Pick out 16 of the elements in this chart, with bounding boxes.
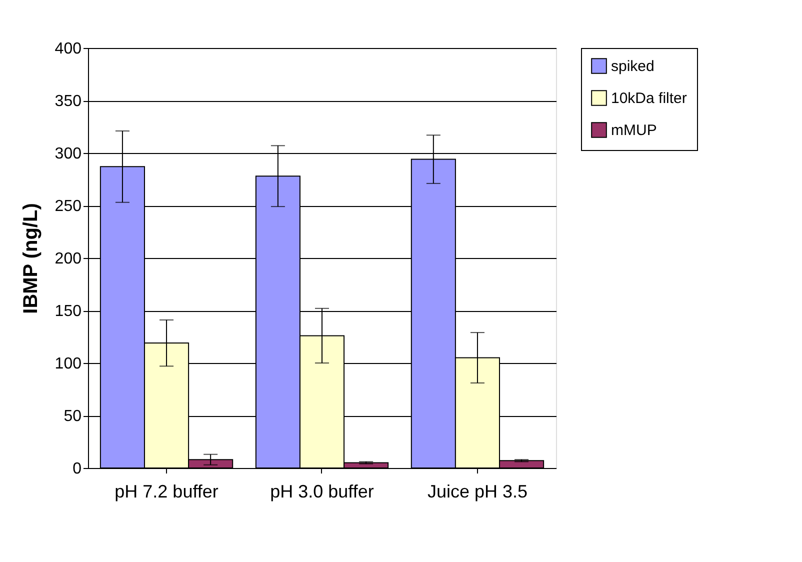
y-tick-label: 50 bbox=[64, 408, 82, 425]
y-tick-label: 150 bbox=[54, 303, 82, 320]
y-tick-label: 250 bbox=[54, 198, 82, 215]
y-tick-label: 350 bbox=[54, 93, 82, 110]
legend-label: 10kDa filter bbox=[611, 90, 687, 107]
x-tick-label: pH 3.0 buffer bbox=[270, 482, 374, 502]
legend-label: spiked bbox=[611, 58, 654, 75]
y-tick-label: 400 bbox=[54, 40, 82, 58]
x-tick-label: Juice pH 3.5 bbox=[427, 482, 528, 502]
legend-label: mMUP bbox=[611, 122, 657, 139]
y-tick-label: 200 bbox=[54, 250, 82, 268]
y-tick-label: 300 bbox=[54, 146, 82, 162]
x-tick-label: pH 7.2 buffer bbox=[114, 482, 218, 502]
y-tick-label: 100 bbox=[54, 356, 82, 372]
y-tick-label: 0 bbox=[72, 460, 82, 478]
y-axis-title: IBMP (ng/L) bbox=[20, 203, 42, 314]
